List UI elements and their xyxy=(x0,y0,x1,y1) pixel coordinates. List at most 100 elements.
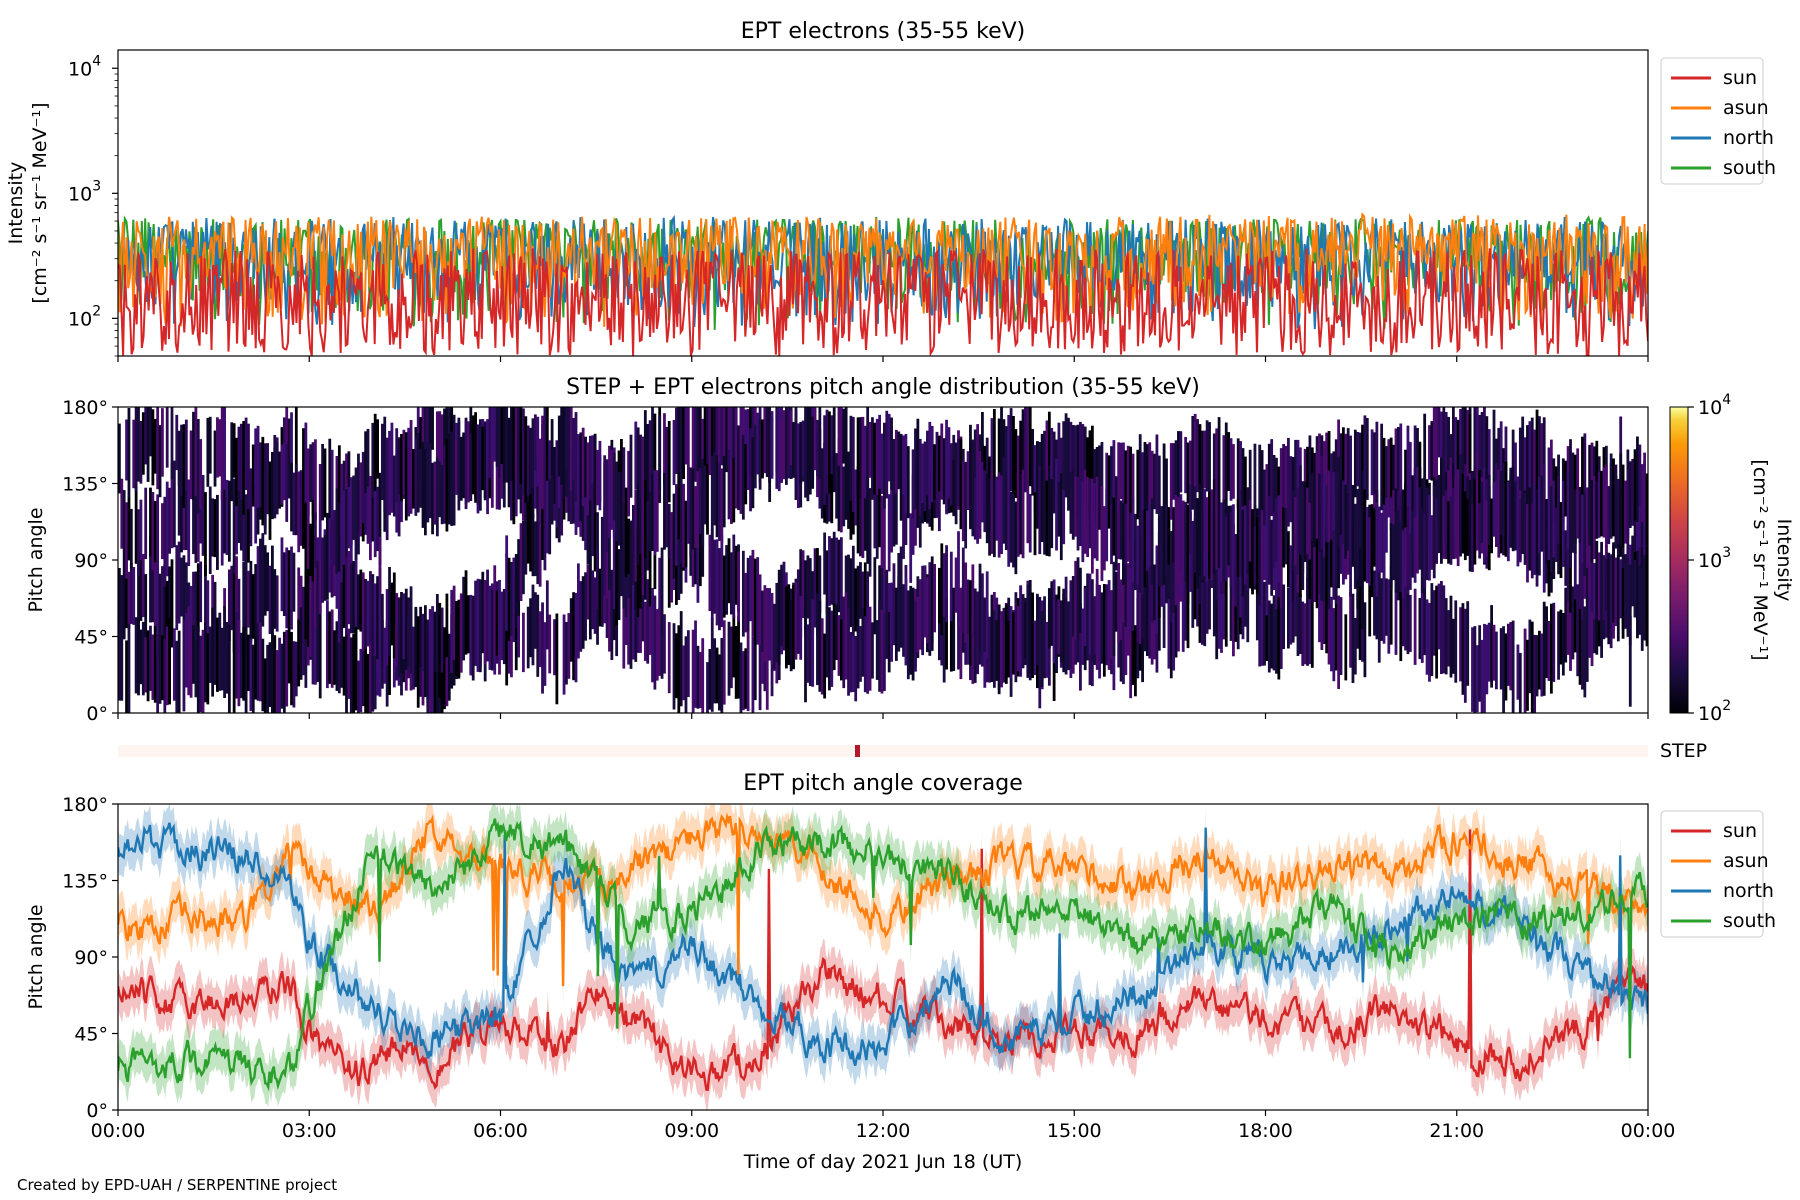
heat-cell xyxy=(545,580,549,650)
heat-cell xyxy=(1530,417,1534,508)
heat-cell xyxy=(1442,585,1446,674)
heat-cell xyxy=(880,495,884,568)
heat-cell xyxy=(548,479,552,555)
heat-cell xyxy=(1461,603,1465,695)
heat-cell xyxy=(1514,483,1517,551)
heat-cell xyxy=(1322,582,1326,644)
heat-cell xyxy=(1342,480,1345,545)
heat-cell xyxy=(137,619,140,696)
heat-cell xyxy=(452,414,456,480)
heat-cell xyxy=(1122,561,1125,623)
heat-cell xyxy=(1327,536,1331,610)
heat-cell xyxy=(1098,584,1101,679)
heat-cell xyxy=(969,442,972,530)
heat-cell xyxy=(643,536,647,600)
heat-cell xyxy=(397,597,401,678)
heat-cell xyxy=(1385,446,1388,516)
heat-cell xyxy=(875,620,879,680)
heat-cell xyxy=(1545,499,1548,565)
heat-cell xyxy=(1021,469,1025,559)
heat-cell xyxy=(311,581,315,659)
heat-cell xyxy=(883,422,886,509)
heat-cell xyxy=(883,487,886,577)
heat-cell xyxy=(696,531,700,603)
heat-cell xyxy=(1310,601,1314,668)
heat-cell xyxy=(407,597,411,667)
heat-cell xyxy=(373,472,377,558)
heat-cell xyxy=(177,458,181,536)
heat-cell xyxy=(873,557,877,635)
heat-cell xyxy=(842,596,846,689)
heat-cell xyxy=(1117,500,1121,560)
heat-cell xyxy=(598,568,602,627)
heat-cell xyxy=(1593,562,1596,620)
heat-cell xyxy=(196,563,200,632)
heat-cell xyxy=(1248,500,1252,562)
heat-cell xyxy=(1028,494,1032,553)
heat-cell xyxy=(1554,507,1558,562)
heat-cell xyxy=(1088,573,1092,654)
heat-cell xyxy=(299,607,303,680)
heat-cell xyxy=(216,617,219,692)
heat-cell xyxy=(1169,531,1173,623)
heat-cell xyxy=(880,564,884,649)
heat-cell xyxy=(1112,561,1116,657)
heat-cell xyxy=(426,407,430,470)
heat-cell xyxy=(1100,592,1104,664)
colorbar-tick-label: 104 xyxy=(1698,392,1731,419)
heat-cell xyxy=(287,418,291,499)
heat-cell xyxy=(1535,635,1539,697)
heat-cell xyxy=(792,585,795,670)
heat-cell xyxy=(1468,480,1472,572)
heat-cell xyxy=(1502,463,1505,556)
heat-cell xyxy=(868,606,872,691)
heat-cell xyxy=(153,625,157,703)
step-strip xyxy=(118,745,1648,757)
heat-cell xyxy=(859,472,862,557)
heat-cell xyxy=(653,533,657,590)
heat-cell xyxy=(710,455,714,540)
heat-cell xyxy=(873,467,877,549)
heat-cell xyxy=(847,607,850,696)
heat-cell xyxy=(847,451,850,529)
heat-cell xyxy=(342,490,346,565)
heat-cell xyxy=(1356,488,1360,580)
heat-cell xyxy=(1413,588,1417,665)
heat-cell xyxy=(553,619,556,676)
heat-cell xyxy=(605,459,609,552)
heat-cell xyxy=(641,536,645,596)
heat-cell xyxy=(390,422,394,506)
heat-cell xyxy=(1418,487,1422,570)
heat-cell xyxy=(533,434,537,509)
heat-cell xyxy=(151,551,155,623)
heat-cell xyxy=(120,478,124,549)
heat-cell xyxy=(1184,510,1188,583)
heat-cell xyxy=(739,642,743,713)
heat-cell xyxy=(1444,412,1448,501)
heat-cell xyxy=(237,426,241,492)
x-tick-label: 18:00 xyxy=(1238,1120,1293,1142)
heat-cell xyxy=(1583,606,1587,698)
heat-cell xyxy=(180,424,183,496)
heat-cell xyxy=(524,416,528,503)
heat-cell xyxy=(333,630,336,685)
heat-cell xyxy=(1389,437,1393,530)
heat-cell xyxy=(646,501,650,571)
heat-cell xyxy=(1126,490,1130,562)
heat-cell xyxy=(529,598,532,658)
heat-cell xyxy=(1604,464,1608,559)
heat-cell xyxy=(431,462,434,535)
heat-cell xyxy=(985,474,989,544)
heat-cell xyxy=(510,601,513,678)
heat-cell xyxy=(1542,417,1546,506)
heat-cell xyxy=(1454,474,1458,559)
heat-cell xyxy=(763,585,767,662)
heat-cell xyxy=(560,407,564,485)
heat-cell xyxy=(691,629,695,713)
heat-cell xyxy=(1571,479,1575,553)
heat-cell xyxy=(1461,407,1465,483)
legend-label-asun: asun xyxy=(1723,850,1769,872)
heat-cell xyxy=(433,656,437,713)
heat-cell xyxy=(706,464,709,535)
heat-cell xyxy=(720,407,724,466)
